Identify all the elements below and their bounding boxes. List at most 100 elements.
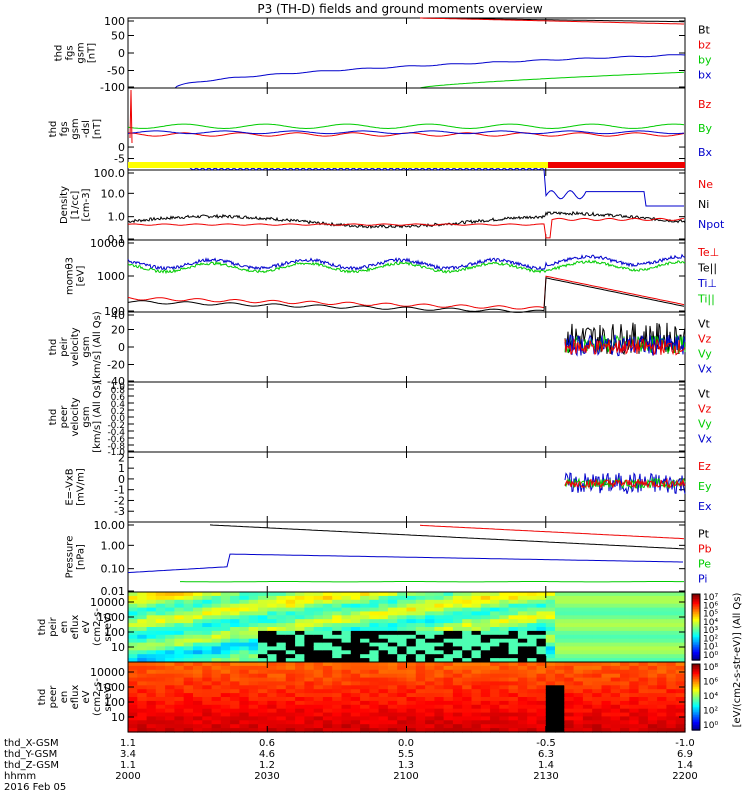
heatmap-cell bbox=[620, 681, 630, 686]
heatmap-cell bbox=[165, 708, 175, 714]
heatmap-cell bbox=[193, 619, 203, 624]
heatmap-cell bbox=[499, 619, 510, 624]
ylabel-line: momθ3 bbox=[65, 257, 76, 295]
heatmap-cell bbox=[350, 665, 361, 671]
heatmap-cell bbox=[230, 712, 240, 718]
heatmap-cell bbox=[220, 673, 231, 679]
colorbar-tick: 10⁴ bbox=[703, 618, 718, 628]
heatmap-cell bbox=[675, 603, 686, 609]
heatmap-cell bbox=[592, 592, 603, 597]
heatmap-cell bbox=[332, 611, 343, 616]
colorbar-cell bbox=[692, 718, 700, 721]
heatmap-cell bbox=[276, 716, 287, 721]
heatmap-cell bbox=[174, 619, 185, 624]
heatmap-cell bbox=[202, 700, 213, 706]
heatmap-cell bbox=[146, 619, 157, 624]
heatmap-cell bbox=[527, 654, 538, 659]
heatmap-cell bbox=[165, 720, 175, 725]
heatmap-cell bbox=[285, 728, 296, 733]
heatmap-cell bbox=[406, 720, 417, 725]
heatmap-cell bbox=[471, 634, 482, 640]
heatmap-cell bbox=[462, 607, 473, 613]
heatmap-cell bbox=[499, 658, 510, 663]
heatmap-cell bbox=[174, 623, 185, 628]
legend-vy: Vy bbox=[698, 418, 712, 431]
heatmap-cell bbox=[267, 595, 278, 601]
heatmap-cell bbox=[480, 619, 491, 624]
heatmap-cell bbox=[322, 700, 333, 706]
heatmap-cell bbox=[499, 599, 510, 605]
heatmap-cell bbox=[155, 720, 166, 725]
heatmap-cell bbox=[517, 685, 528, 690]
heatmap-cell bbox=[155, 638, 166, 644]
heatmap-cell bbox=[582, 615, 593, 620]
heatmap-cell bbox=[610, 630, 621, 636]
heatmap-cell bbox=[406, 673, 417, 679]
heatmap-cell bbox=[462, 615, 473, 620]
heatmap-cell bbox=[406, 665, 417, 671]
heatmap-cell bbox=[285, 708, 296, 714]
heatmap-cell bbox=[267, 611, 278, 616]
heatmap-cell bbox=[564, 642, 575, 648]
heatmap-cell bbox=[313, 638, 324, 644]
heatmap-cell bbox=[276, 728, 287, 733]
legend-vx: Vx bbox=[698, 433, 713, 446]
heatmap-cell bbox=[647, 630, 658, 636]
heatmap-cell bbox=[620, 720, 630, 725]
heatmap-cell bbox=[406, 681, 417, 686]
heatmap-cell bbox=[462, 650, 473, 655]
heatmap-cell bbox=[146, 607, 157, 613]
heatmap-cell bbox=[220, 654, 231, 659]
heatmap-cell bbox=[341, 630, 352, 636]
heatmap-cell bbox=[360, 599, 370, 605]
heatmap-cell bbox=[480, 603, 491, 609]
heatmap-cell bbox=[666, 595, 677, 601]
heatmap-cell bbox=[425, 693, 435, 698]
heatmap-cell bbox=[378, 630, 389, 636]
heatmap-cell bbox=[350, 673, 361, 679]
heatmap-cell bbox=[620, 658, 630, 663]
heatmap-cell bbox=[527, 689, 538, 694]
heatmap-cell bbox=[341, 728, 352, 733]
heatmap-cell bbox=[480, 654, 491, 659]
heatmap-cell bbox=[517, 615, 528, 620]
heatmap-cell bbox=[313, 592, 324, 597]
heatmap-cell bbox=[471, 716, 482, 721]
heatmap-cell bbox=[174, 634, 185, 640]
heatmap-cell bbox=[629, 712, 640, 718]
heatmap-cell bbox=[601, 673, 612, 679]
heatmap-cell bbox=[629, 603, 640, 609]
heatmap-cell bbox=[629, 677, 640, 683]
heatmap-cell bbox=[239, 708, 250, 714]
time-row-label: thd_X-GSM bbox=[4, 738, 59, 749]
heatmap-cell bbox=[332, 592, 343, 597]
heatmap-cell bbox=[675, 627, 686, 632]
heatmap-cell bbox=[545, 724, 556, 729]
heatmap-cell bbox=[165, 700, 175, 706]
heatmap-cell bbox=[592, 646, 603, 651]
heatmap-cell bbox=[146, 681, 157, 686]
heatmap-cell bbox=[425, 677, 435, 683]
heatmap-cell bbox=[527, 642, 538, 648]
heatmap-cell bbox=[443, 619, 454, 624]
heatmap-cell bbox=[536, 599, 547, 605]
heatmap-cell bbox=[183, 611, 194, 616]
heatmap-cell bbox=[425, 619, 435, 624]
heatmap-cell bbox=[443, 685, 454, 690]
heatmap-cell bbox=[397, 638, 408, 644]
heatmap-cell bbox=[183, 615, 194, 620]
series-Pi bbox=[127, 553, 683, 574]
heatmap-cell bbox=[387, 728, 398, 733]
ylabel-line: -dsl bbox=[81, 120, 92, 138]
heatmap-cell bbox=[137, 658, 148, 663]
series-By bbox=[127, 123, 685, 130]
heatmap-cell bbox=[508, 669, 519, 675]
heatmap-cell bbox=[350, 642, 361, 648]
heatmap-cell bbox=[573, 716, 584, 721]
heatmap-cell bbox=[369, 662, 380, 667]
heatmap-cell bbox=[406, 623, 417, 628]
heatmap-cell bbox=[341, 681, 352, 686]
heatmap-cell bbox=[128, 673, 138, 679]
heatmap-cell bbox=[165, 638, 175, 644]
heatmap-cell bbox=[350, 592, 361, 597]
